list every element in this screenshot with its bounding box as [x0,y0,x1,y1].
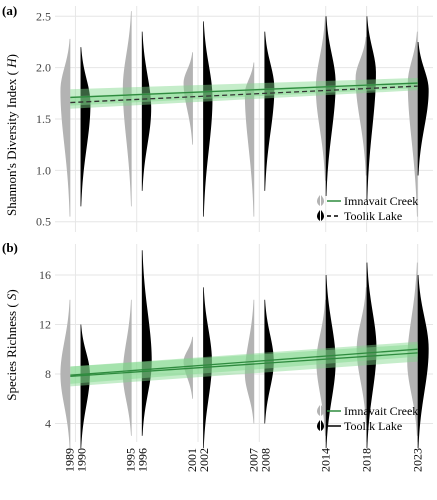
x-year-label: 2001 [185,448,199,472]
panel-b-y-ticks: 4 8 12 16 [39,268,51,431]
ylabel-symbol: S [4,293,19,300]
fit-ci-band-imnavait [70,77,418,106]
violin-toolik-2002 [203,21,213,217]
legend-marker-right-0 [321,405,324,416]
violin-toolik-1990 [80,324,90,449]
legend-label-0: Imnavait Creek [344,404,418,418]
legend-marker-1 [317,210,320,221]
panel-a-ylabel-text: Shannon's Diversity Index ( [4,71,19,216]
panel-a: (a) Shannon's Diversity Index ( H) 0.5 1.… [2,3,433,232]
violin-imnavait-2001 [183,52,193,145]
violin-toolik-2014 [325,274,336,449]
y-tick-label: 4 [45,416,51,430]
violin-imnavait-2014 [316,299,326,436]
violin-imnavait-1995 [122,11,132,207]
violin-imnavait-2018 [355,36,367,176]
violin-imnavait-2018 [356,287,367,424]
violin-imnavait-2023 [407,31,418,217]
fit-line-toolik [70,352,418,378]
x-year-label: 2002 [197,448,211,472]
fit-line-imnavait [70,348,418,376]
x-year-label: 2014 [319,448,333,472]
panel-b-label: (b) [2,240,18,255]
y-tick-label: 8 [45,367,51,381]
legend-label-1: Toolik Lake [344,209,402,223]
violin-imnavait-1995 [122,299,132,436]
y-tick-label: 0.5 [36,215,51,229]
x-year-label: 2007 [246,448,260,472]
panel-b: (b) Species Richness ( S) 4 8 12 16 Imnavai… [2,240,433,449]
y-tick-label: 1.0 [36,163,51,177]
y-tick-label: 2.0 [36,61,51,75]
legend-marker-0 [317,195,320,206]
x-year-label: 2008 [258,448,272,472]
panel-a-fit-lines [70,77,418,109]
y-tick-label: 1.5 [36,112,51,126]
violin-toolik-2018 [366,16,376,202]
fit-line-toolik [70,85,418,104]
x-year-label: 1990 [74,448,88,472]
legend-marker-right-1 [321,210,324,221]
panel-a-ylabel: Shannon's Diversity Index ( H) [4,54,19,216]
y-tick-label: 2.5 [36,9,51,23]
panel-b-ylabel: Species Richness ( S) [4,289,19,401]
fit-line-imnavait [70,82,418,99]
panel-b-violins [60,250,429,449]
legend-marker-1 [317,420,320,431]
violin-toolik-2008 [264,31,275,191]
violin-toolik-2008 [264,299,274,424]
panel-b-ylabel-text: Species Richness ( [4,303,19,400]
fit-ci-band-toolik [70,82,418,109]
ylabel-symbol: H [4,58,19,69]
panel-a-label: (a) [2,3,17,18]
y-tick-label: 16 [39,268,51,282]
legend-marker-0 [317,405,320,416]
violin-imnavait-2014 [315,16,326,181]
panel-a-violins [60,11,429,217]
x-year-label: 2018 [360,448,374,472]
violin-imnavait-2001 [183,336,193,399]
legend-label-0: Imnavait Creek [344,194,418,208]
y-tick-label: 12 [39,317,51,331]
violin-imnavait-2007 [244,62,255,217]
ylabel-close: ) [4,289,19,293]
violin-toolik-2014 [325,16,336,197]
violin-toolik-1996 [141,250,152,436]
ylabel-close: ) [4,54,19,58]
violin-toolik-1990 [80,47,91,207]
panel-a-y-ticks: 0.5 1.0 1.5 2.0 2.5 [36,9,51,228]
legend-marker-right-1 [321,420,324,431]
legend-marker-right-0 [321,195,324,206]
x-year-label: 1996 [136,448,150,472]
violin-toolik-2023 [417,41,429,176]
legend-label-1: Toolik Lake [344,419,402,433]
panel-b-fit-lines [70,341,418,387]
violin-imnavait-1989 [60,38,71,217]
x-year-label: 1995 [124,448,138,472]
x-year-label: 1989 [62,448,76,472]
violin-toolik-2023 [417,274,429,449]
violin-toolik-1996 [141,31,152,191]
violin-imnavait-1989 [60,299,71,449]
x-year-label: 2023 [411,448,425,472]
